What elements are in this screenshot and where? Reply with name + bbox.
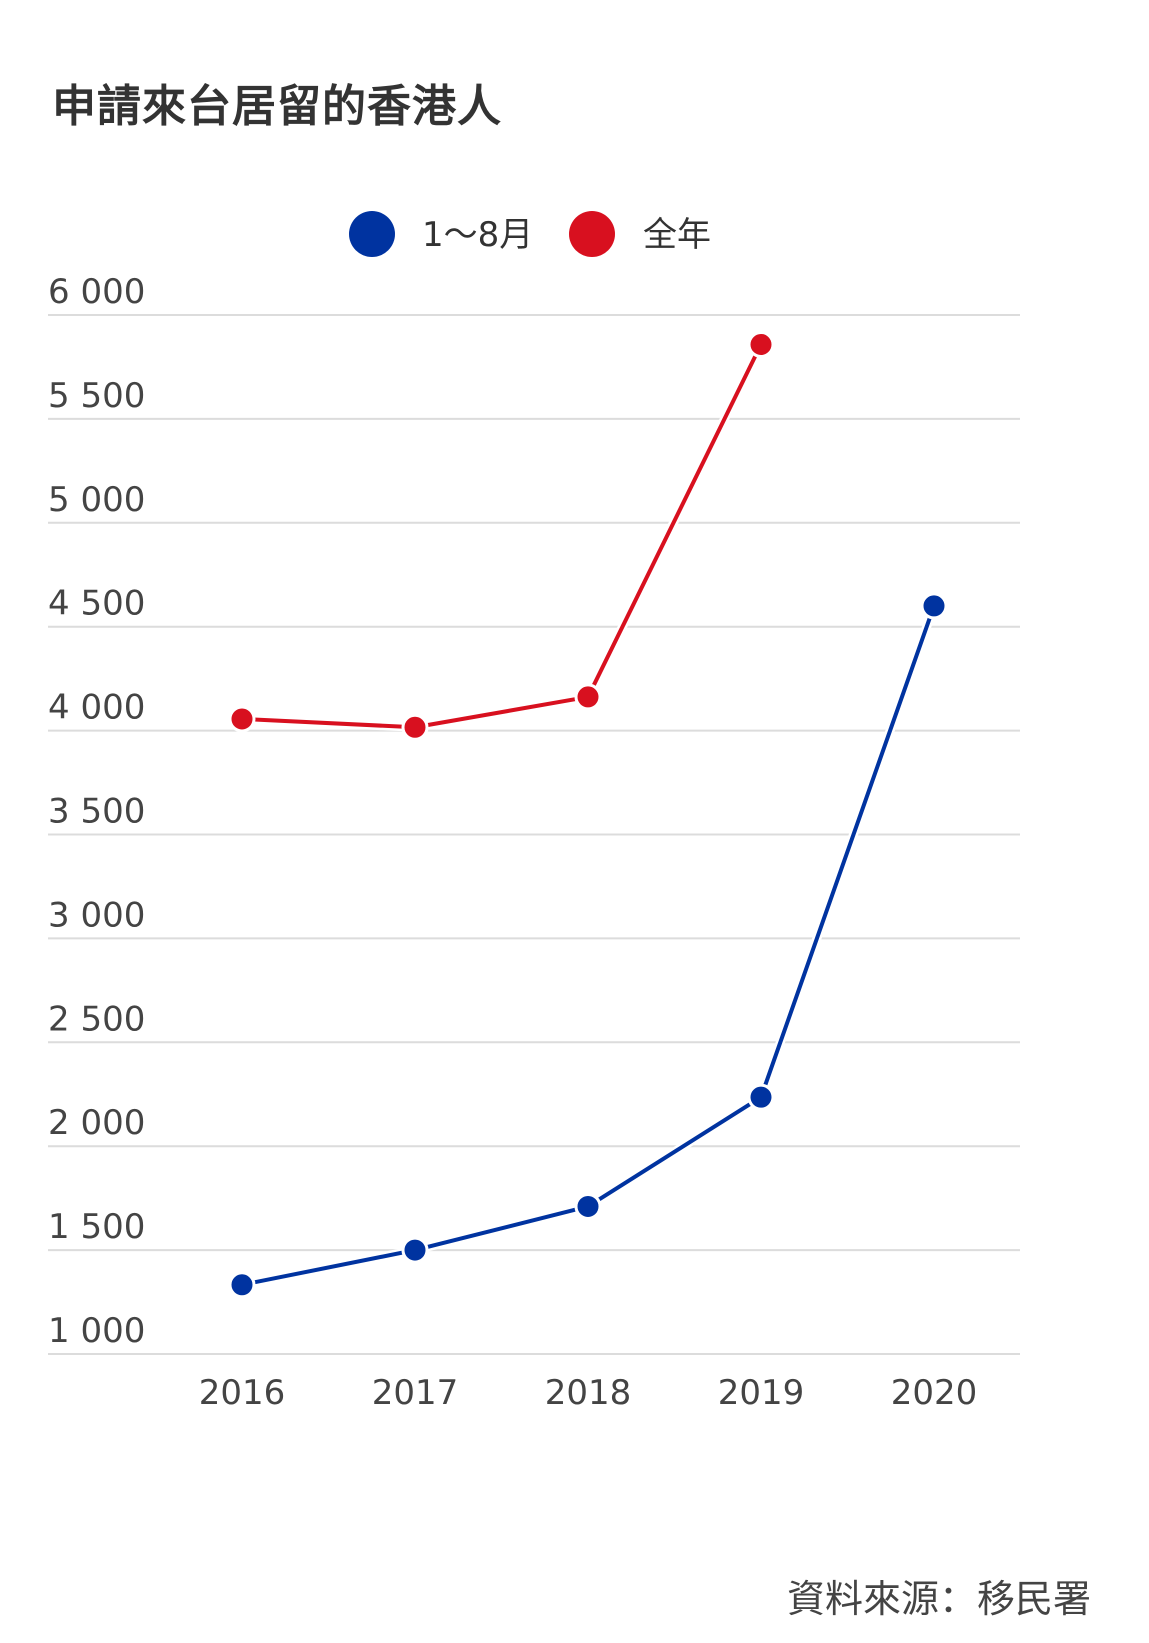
y-tick-label: 4 000 xyxy=(48,688,145,728)
series-points xyxy=(228,331,948,1299)
x-tick-label: 2019 xyxy=(718,1373,805,1413)
data-point xyxy=(228,1271,256,1299)
data-point xyxy=(228,705,256,733)
y-tick-label: 4 500 xyxy=(48,584,145,624)
y-tick-label: 3 500 xyxy=(48,792,145,832)
x-tick-label: 2016 xyxy=(199,1373,286,1413)
legend-label: 1～8月 xyxy=(422,215,533,255)
x-tick-label: 2020 xyxy=(891,1373,978,1413)
data-point xyxy=(574,683,602,711)
x-tick-label: 2018 xyxy=(545,1373,632,1413)
y-tick-label: 5 500 xyxy=(48,376,145,416)
legend-marker xyxy=(349,211,395,257)
source-note: 資料來源：移民署 xyxy=(786,1577,1091,1621)
series-line xyxy=(240,342,763,730)
y-tick-label: 3 000 xyxy=(48,895,145,935)
data-point xyxy=(747,1083,775,1111)
y-tick-labels: 1 000 1 500 2 000 2 500 3 000 3 500 4 000 4 500… xyxy=(48,272,145,1351)
chart-title: 申請來台居留的香港人 xyxy=(52,81,502,132)
y-tick-label: 5 000 xyxy=(48,480,145,520)
series-line-halo xyxy=(237,340,766,732)
legend-marker xyxy=(569,211,615,257)
data-point xyxy=(747,331,775,359)
data-point xyxy=(920,592,948,620)
data-point xyxy=(401,1236,429,1264)
y-tick-label: 2 500 xyxy=(48,999,145,1039)
y-tick-label: 6 000 xyxy=(48,272,145,312)
legend: 1～8月 全年 xyxy=(349,211,711,257)
y-tick-label: 2 000 xyxy=(48,1103,145,1143)
x-tick-label: 2017 xyxy=(372,1373,459,1413)
y-tick-label: 1 500 xyxy=(48,1207,145,1247)
data-point xyxy=(401,713,429,741)
legend-label: 全年 xyxy=(643,215,711,255)
data-point xyxy=(574,1192,602,1220)
x-tick-labels: 2016 2017 2018 2019 2020 xyxy=(199,1373,978,1413)
series-lines xyxy=(237,340,939,1290)
gridlines xyxy=(48,314,1020,1355)
y-tick-label: 1 000 xyxy=(48,1311,145,1351)
